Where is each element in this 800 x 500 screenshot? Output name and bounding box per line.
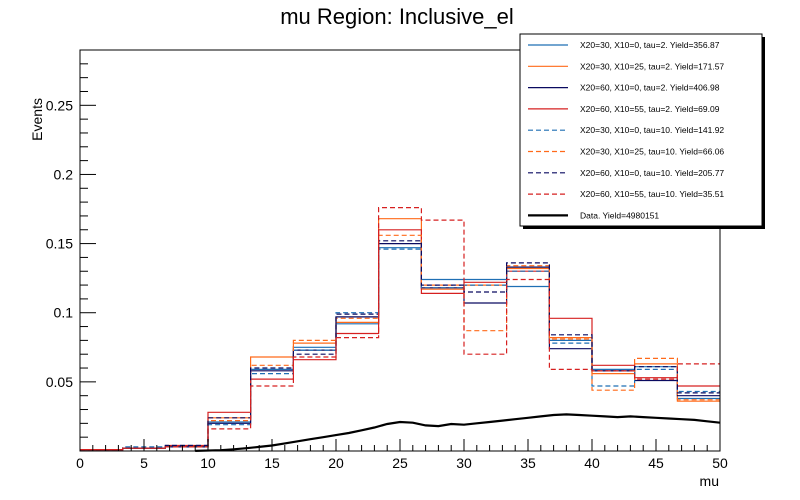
legend-label-7: X20=60, X10=0, tau=10. Yield=205.77 <box>580 168 724 178</box>
legend-label-4: X20=60, X10=55, tau=2. Yield=69.09 <box>580 104 720 114</box>
legend-label-5: X20=30, X10=0, tau=10. Yield=141.92 <box>580 125 724 135</box>
legend-label-2: X20=30, X10=25, tau=2. Yield=171.57 <box>580 61 724 71</box>
data-series-line <box>195 413 721 452</box>
x-tick-label: 30 <box>456 455 472 471</box>
y-tick-label: 0.05 <box>46 374 73 390</box>
legend-label-6: X20=30, X10=25, tau=10. Yield=66.06 <box>580 147 724 157</box>
x-tick-label: 35 <box>520 455 536 471</box>
x-tick-label: 10 <box>200 455 216 471</box>
series-line-5 <box>80 248 720 451</box>
legend-label-1: X20=30, X10=0, tau=2. Yield=356.87 <box>580 40 720 50</box>
series-line-7 <box>80 240 720 451</box>
series-line-3 <box>80 243 720 451</box>
chart-title: mu Region: Inclusive_el <box>280 4 514 29</box>
x-tick-label: 5 <box>140 455 148 471</box>
x-axis-title: mu <box>700 473 719 489</box>
legend-label-9: Data. Yield=4980151 <box>580 210 659 220</box>
x-tick-label: 50 <box>712 455 728 471</box>
plot-area <box>80 207 721 452</box>
x-tick-label: 25 <box>392 455 408 471</box>
y-tick-label: 0.2 <box>54 166 74 182</box>
y-tick-label: 0.1 <box>54 305 74 321</box>
x-tick-label: 40 <box>584 455 600 471</box>
x-tick-label: 15 <box>264 455 280 471</box>
series-line-2 <box>80 218 720 451</box>
x-tick-label: 20 <box>328 455 344 471</box>
legend: X20=30, X10=0, tau=2. Yield=356.87 X20=30… <box>519 33 765 229</box>
x-tick-label: 0 <box>76 455 84 471</box>
y-axis-title: Events <box>29 98 45 141</box>
series-line-1 <box>80 247 720 451</box>
y-tick-label: 0.15 <box>46 236 73 252</box>
series-line-8 <box>80 207 720 451</box>
legend-label-8: X20=60, X10=55, tau=10. Yield=35.51 <box>580 189 724 199</box>
x-tick-label: 45 <box>648 455 664 471</box>
y-tick-label: 0.25 <box>46 97 73 113</box>
axes: 0 5 10 15 20 25 30 35 40 45 50 0.05 0.1 0.15 0.2 0.25 <box>46 63 728 471</box>
legend-label-3: X20=60, X10=0, tau=2. Yield=406.98 <box>580 83 720 93</box>
